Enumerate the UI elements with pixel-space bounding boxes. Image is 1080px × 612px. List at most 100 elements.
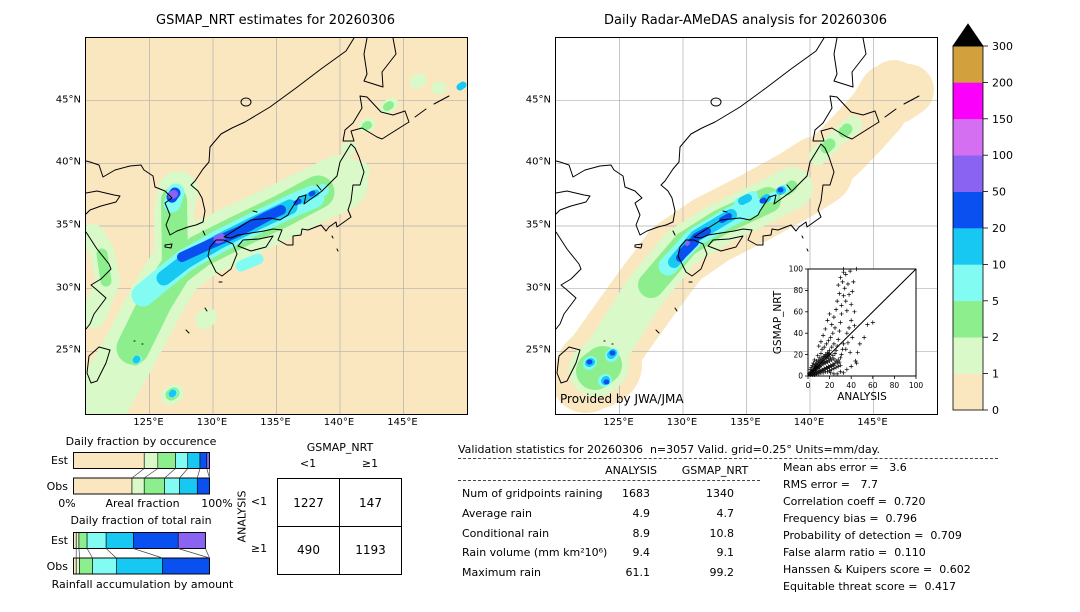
colorbar-tick-label: 0: [992, 404, 999, 417]
scatter-point: [852, 309, 857, 314]
validation-divider-header: [458, 480, 760, 481]
scatter-point: [850, 335, 855, 340]
scatter-point: [831, 315, 837, 320]
scatter-point: [823, 326, 828, 332]
bar-segment: [179, 477, 198, 495]
scatter-point: [835, 299, 840, 304]
contingency-cell: 490: [297, 543, 320, 557]
bar-segment: [86, 532, 107, 549]
scatter-point: [822, 345, 827, 350]
contingency-col-label: <1: [299, 457, 317, 470]
scatter-point: [814, 358, 819, 364]
score-line: Mean abs error = 3.6: [783, 461, 907, 474]
scatter-point: [816, 343, 821, 349]
occurrence-bars: [73, 452, 210, 495]
scatter-point: [828, 335, 833, 340]
validation-row-label: Maximum rain: [462, 566, 541, 579]
scatter-point: [852, 323, 857, 328]
total-rain-obs-label: Obs: [46, 560, 68, 573]
validation-value: 61.1: [625, 566, 651, 579]
bar-segment: [199, 452, 208, 469]
bar-segment: [75, 532, 80, 549]
validation-value: 10.8: [709, 527, 735, 540]
scatter-point: [827, 358, 832, 364]
scatter-ytick-label: 0: [798, 372, 803, 381]
colorbar-tick-label: 200: [992, 76, 1013, 89]
right-map-ytick: 35°N: [525, 219, 551, 231]
bar-connector: [178, 548, 210, 559]
colorbar-tick-label: 50: [992, 186, 1006, 199]
scatter-point: [829, 345, 834, 350]
right-map-ytick: 40°N: [525, 156, 551, 168]
scatter-point: [839, 303, 844, 308]
left-map-canvas: [86, 38, 467, 414]
left-map-xtick: 145°E: [387, 417, 418, 428]
left-map-ytick: 45°N: [55, 94, 81, 106]
scatter-point: [827, 368, 832, 373]
contingency-col-group: GSMAP_NRT: [306, 441, 374, 454]
contingency-table: 1227 147 490 1193: [277, 478, 402, 575]
colorbar-cell: [953, 82, 983, 120]
scatter-point: [818, 339, 824, 344]
validation-value: 1683: [622, 487, 650, 500]
scatter-point: [831, 341, 837, 346]
scatter-point: [849, 302, 854, 307]
scatter-point: [851, 279, 856, 284]
scatter-point: [821, 362, 826, 367]
bar-segment: [133, 532, 179, 549]
scatter-xtick-label: 40: [846, 381, 856, 390]
map-credit: Provided by JWA/JMA: [560, 392, 684, 406]
colorbar: 0 1 2 5 10 20 50 100 150 200 300: [952, 23, 1013, 417]
scatter-point: [837, 291, 842, 296]
scatter-point: [827, 348, 832, 353]
scatter-point: [811, 361, 816, 366]
scatter-point: [840, 279, 845, 284]
scatter-point: [845, 340, 851, 345]
scatter-point: [845, 281, 851, 287]
contingency-divider-h: [278, 526, 401, 527]
scatter-xtick-label: 60: [868, 381, 878, 390]
validation-value: 99.2: [709, 566, 735, 579]
validation-value: 4.9: [632, 507, 651, 520]
scatter-point: [812, 357, 817, 363]
scatter-point: [838, 355, 843, 360]
scatter-point: [818, 358, 824, 364]
bar-outline: [73, 557, 210, 575]
scatter-xtick-label: 0: [806, 381, 811, 390]
bar-connector: [144, 468, 159, 479]
scatter-point: [821, 333, 826, 338]
scatter-point: [844, 367, 849, 372]
left-map-ytick: 35°N: [55, 219, 81, 231]
total-rain-bars: [73, 532, 210, 575]
bar-segment: [75, 557, 80, 575]
scatter-point: [829, 357, 834, 363]
validation-col-analysis: ANALYSIS: [605, 464, 657, 477]
scatter-point: [827, 311, 832, 317]
scatter-point: [849, 318, 854, 323]
bar-segment: [78, 532, 88, 549]
scatter-point: [816, 357, 821, 363]
scatter-point: [870, 320, 875, 325]
right-map-xtick: 140°E: [793, 417, 825, 428]
scatter-point: [838, 275, 843, 280]
bar-segment: [116, 557, 163, 575]
scatter-point: [815, 353, 820, 358]
left-map-ytick: 30°N: [55, 282, 81, 294]
scatter-point: [829, 367, 834, 372]
bar-segment: [162, 557, 210, 575]
occurrence-est-label: Est: [51, 454, 68, 467]
left-map-ytick: 40°N: [55, 156, 81, 168]
left-map-xtick: 130°E: [196, 417, 228, 428]
validation-col-gsmap: GSMAP_NRT: [681, 464, 749, 477]
scatter-point: [825, 369, 830, 374]
bar-segment: [157, 452, 176, 469]
bar-outline: [73, 532, 206, 549]
scatter-point: [838, 363, 843, 368]
scatter-point: [855, 350, 860, 355]
scatter-point: [841, 293, 846, 298]
scatter-point: [842, 286, 847, 291]
bar-segment: [196, 477, 210, 495]
scatter-point: [841, 341, 846, 346]
bar-connector: [179, 468, 189, 479]
colorbar-tick-label: 20: [992, 222, 1006, 235]
